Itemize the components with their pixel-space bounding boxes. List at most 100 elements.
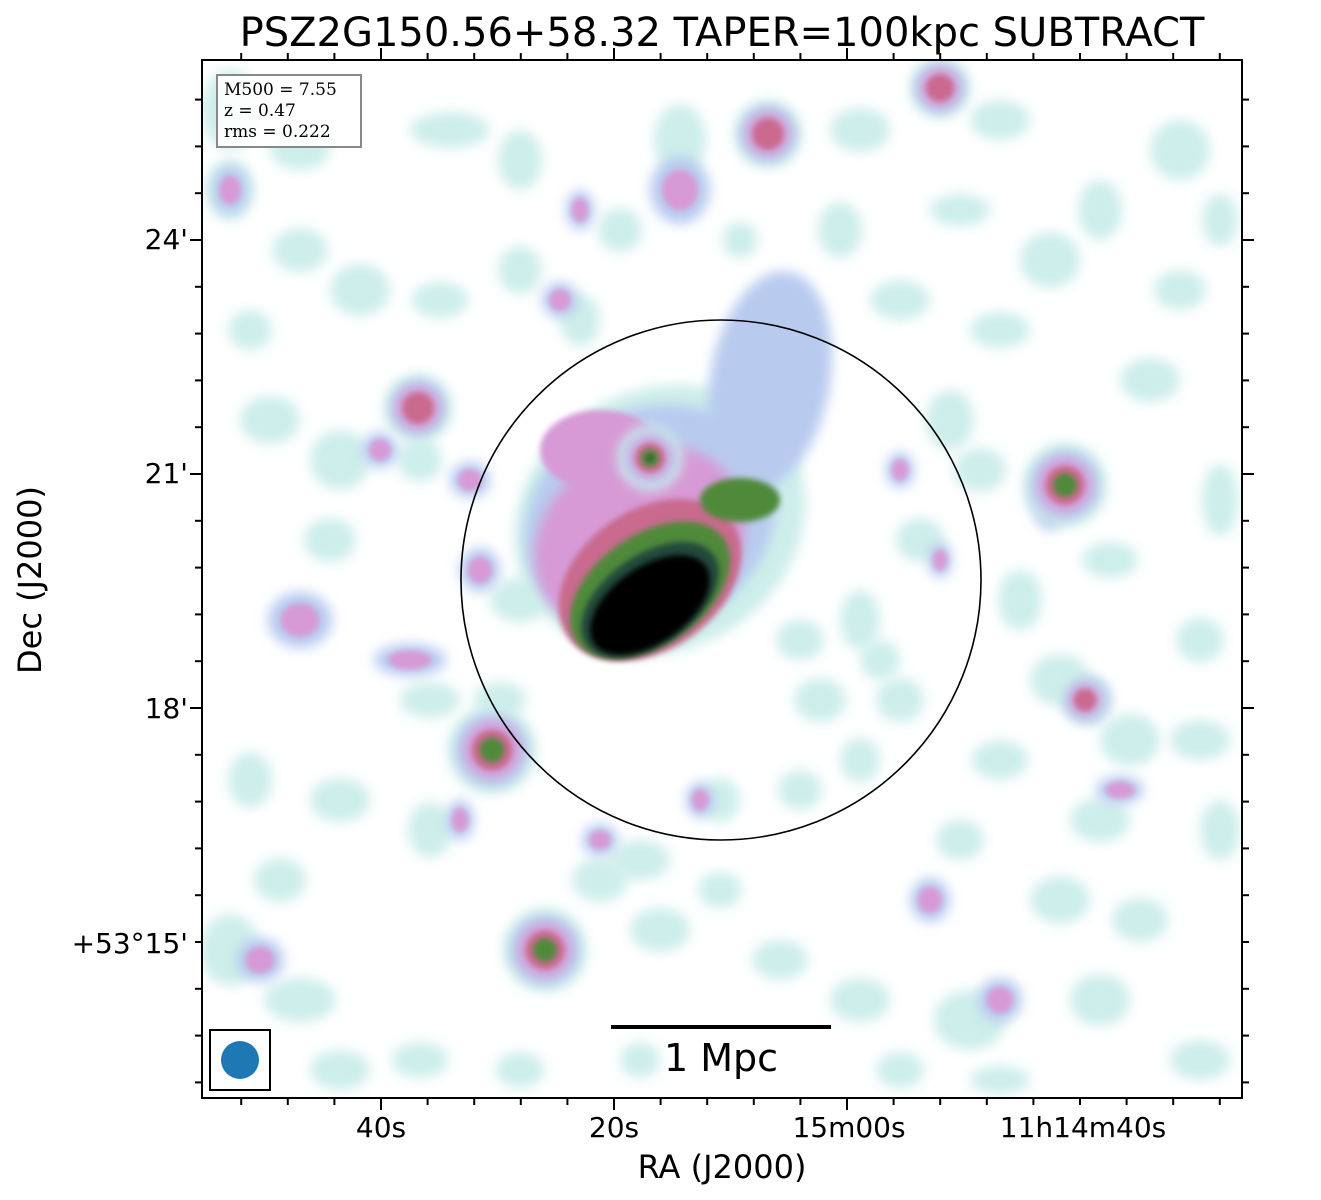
faint-emission [860,640,900,680]
compact-source [646,454,654,462]
ra-tick-label: 40s [355,1111,407,1144]
faint-emission [1078,180,1122,240]
cluster-core [700,478,780,522]
faint-emission [1100,714,1160,766]
faint-emission [589,830,611,850]
faint-emission [498,246,542,294]
faint-emission [468,556,492,584]
faint-emission [330,264,390,316]
faint-emission [1120,358,1180,402]
ra-tick-label: 15m00s [792,1111,906,1144]
compact-source [1073,688,1097,712]
faint-emission [549,289,571,311]
faint-emission [970,1066,1030,1094]
faint-emission [970,312,1030,348]
dec-tick-label: 18' [144,692,188,725]
redshift-text: z = 0.47 [224,101,296,121]
faint-emission [369,439,391,461]
faint-emission [930,194,990,226]
faint-emission [818,202,862,258]
faint-emission [776,620,824,660]
radio-emission-layer [202,60,1240,1094]
faint-emission [654,104,706,176]
mass-text: M500 = 7.55 [224,80,337,100]
dec-tick-label: +53°15' [71,927,188,960]
cluster-info-box: M500 = 7.55 z = 0.47 rms = 0.222 [216,74,362,148]
faint-emission [620,1042,660,1078]
faint-emission [691,789,709,811]
faint-emission [451,808,469,832]
faint-emission [970,100,1030,140]
compact-source [402,392,434,424]
faint-emission [926,390,974,450]
faint-emission [1020,232,1080,288]
faint-emission [272,228,328,272]
faint-emission [219,175,241,205]
faint-emission [1202,464,1238,536]
scalebar-label: 1 Mpc [663,1036,779,1080]
faint-emission [228,752,272,808]
faint-emission [840,738,880,782]
faint-emission [876,1052,924,1088]
faint-emission [840,590,880,650]
faint-emission [610,840,670,880]
faint-emission [310,1050,370,1090]
faint-emission [598,208,642,252]
faint-emission [1150,120,1210,180]
faint-emission [1070,974,1130,1026]
faint-emission [830,978,890,1022]
faint-emission [408,802,452,858]
faint-emission [1200,800,1240,860]
faint-emission [310,430,370,490]
compact-source [533,938,557,962]
faint-emission [310,778,370,822]
faint-emission [228,310,272,350]
faint-emission [794,678,846,722]
faint-emission [304,518,356,562]
faint-emission [1070,798,1130,842]
faint-emission [954,448,1006,492]
faint-emission [972,740,1028,780]
faint-emission [830,108,890,152]
faint-emission [410,112,490,148]
faint-emission [398,438,442,482]
compact-source [479,737,505,763]
faint-emission [245,946,275,974]
faint-emission [1176,618,1224,662]
faint-emission [986,986,1014,1014]
compact-source [926,74,954,102]
faint-emission [1170,720,1230,760]
faint-emission [498,130,542,190]
faint-emission [891,459,909,481]
faint-emission [918,886,942,914]
compact-source [752,118,784,150]
faint-emission [778,770,822,810]
faint-emission [458,469,482,491]
faint-emission [254,858,306,902]
faint-emission [392,1042,448,1078]
faint-emission [1112,898,1168,942]
plot-frame [201,59,1243,1099]
faint-emission [1105,781,1135,799]
cluster-core [590,555,710,655]
faint-emission [1082,542,1138,578]
dec-tick-label: 21' [144,457,188,490]
faint-emission [630,908,690,952]
faint-emission [1030,876,1090,924]
axis-ticks [190,48,1254,1110]
rms-text: rms = 0.222 [224,122,331,142]
faint-emission [876,678,924,722]
compact-source [1053,473,1077,497]
faint-emission [662,169,698,211]
faint-emission [400,682,460,718]
faint-emission [240,396,300,444]
x-axis-label: RA (J2000) [637,1148,807,1186]
y-axis-label: Dec (J2000) [11,486,49,674]
faint-emission [496,1052,544,1088]
faint-emission [1154,270,1206,310]
figure-title: PSZ2G150.56+58.32 TAPER=100kpc SUBTRACT [239,10,1205,56]
r500-circle [460,319,982,841]
faint-emission [264,978,336,1022]
faint-emission [936,820,984,860]
faint-emission [722,222,758,258]
